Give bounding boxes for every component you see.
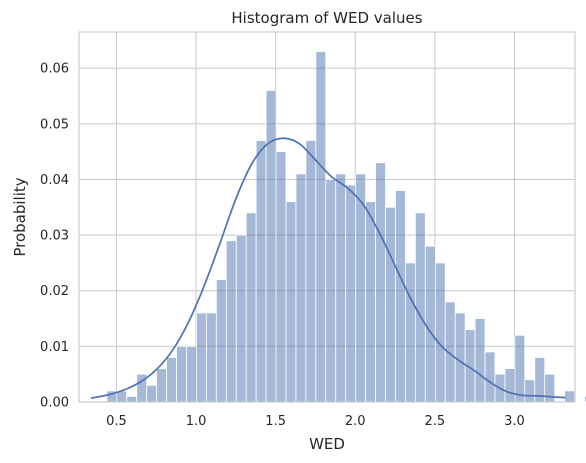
x-tick-labels: 0.5 1.0 1.5 2.0 2.5 3.0 (106, 414, 525, 429)
histogram-bar (235, 234, 247, 403)
y-tick-labels: 0.00 0.01 0.02 0.03 0.04 0.05 0.06 (40, 62, 69, 411)
histogram-bar (355, 173, 367, 403)
histogram-bar (345, 184, 357, 403)
histogram-bar (205, 312, 217, 403)
y-tick-label: 0.02 (40, 284, 69, 299)
y-axis-title: Probability (11, 177, 29, 256)
histogram-bar (375, 162, 386, 403)
histogram-bar (315, 51, 327, 403)
histogram-bar (564, 390, 576, 403)
kde-curve (90, 137, 566, 399)
histogram-bar (385, 206, 396, 403)
histogram-bar (405, 262, 416, 403)
histogram-bar (524, 379, 536, 403)
histogram-bar (146, 384, 158, 403)
histogram-bar (325, 179, 337, 403)
histogram-bar (395, 190, 406, 403)
x-tick-label: 2.5 (425, 414, 446, 429)
chart-title: Histogram of WED values (231, 9, 422, 27)
histogram-bar (544, 373, 556, 403)
y-tick-label: 0.05 (40, 117, 69, 132)
histogram-bar (514, 334, 526, 403)
histogram-bars (106, 51, 586, 403)
histogram-bar (166, 357, 177, 403)
histogram-bar (245, 212, 257, 403)
histogram-bar (275, 151, 287, 403)
y-tick-label: 0.04 (40, 173, 69, 188)
x-tick-label: 2.0 (345, 414, 366, 429)
histogram-bar (126, 396, 138, 403)
y-tick-label: 0.03 (40, 229, 69, 244)
histogram-bar (285, 201, 297, 403)
histogram-bar (335, 173, 347, 403)
x-tick-label: 0.5 (106, 414, 127, 429)
histogram-bar (265, 90, 277, 403)
x-tick-label: 1.5 (265, 414, 286, 429)
histogram-bar (215, 279, 227, 403)
histogram-bar (414, 212, 426, 403)
histogram-bar (225, 240, 237, 403)
histogram-bar (196, 312, 207, 403)
y-tick-label: 0.06 (40, 62, 69, 77)
x-tick-label: 3.0 (504, 414, 525, 429)
histogram-bar (424, 245, 436, 403)
y-tick-label: 0.01 (40, 340, 69, 355)
histogram-bar (186, 345, 197, 403)
histogram-bar (365, 201, 376, 403)
y-tick-label: 0.00 (40, 396, 69, 411)
histogram-bar (176, 345, 187, 403)
plot-frame (78, 31, 576, 403)
histogram-bar (474, 318, 486, 403)
histogram-bar (584, 396, 586, 403)
histogram-bar (305, 140, 317, 403)
histogram-bar (255, 140, 267, 403)
x-axis-title: WED (309, 435, 345, 453)
x-tick-label: 1.0 (186, 414, 207, 429)
histogram-bar (484, 351, 496, 403)
histogram-bar (454, 312, 466, 403)
histogram-bar (295, 173, 307, 403)
histogram-bar (434, 262, 446, 403)
histogram-bar (504, 368, 516, 403)
histogram-bar (156, 368, 167, 403)
